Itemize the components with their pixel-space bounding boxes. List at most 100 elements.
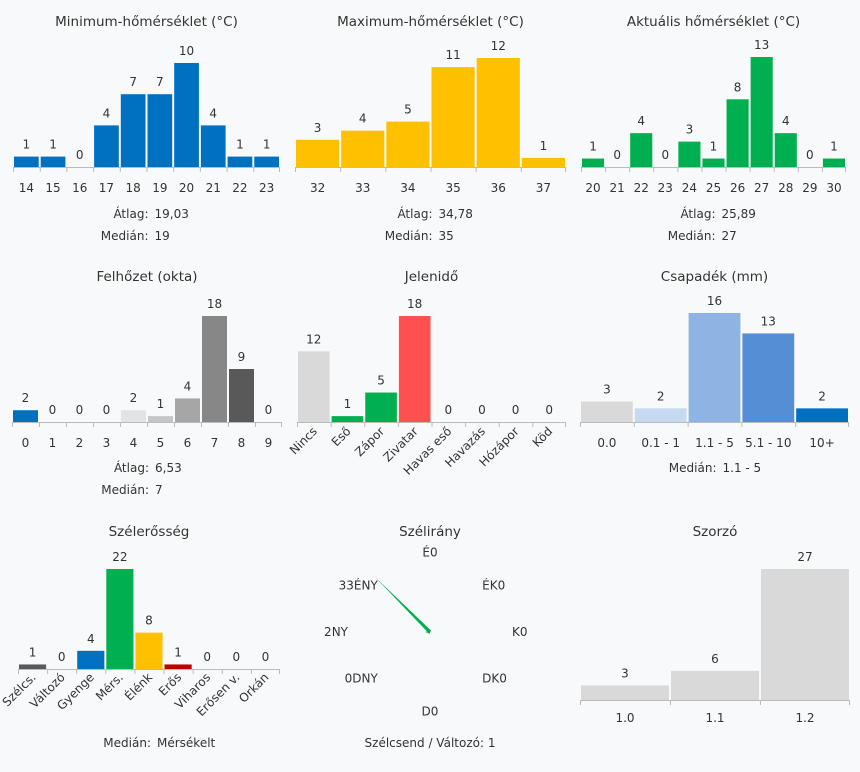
bar bbox=[148, 416, 173, 422]
stat-value: 34,78 bbox=[439, 207, 473, 221]
data-label: 0 bbox=[76, 148, 84, 162]
bar bbox=[634, 408, 687, 422]
chart-title: Szorzó bbox=[693, 524, 738, 540]
tick-label: 6 bbox=[184, 436, 192, 450]
data-label: 9 bbox=[238, 350, 246, 364]
tick-label: 2 bbox=[76, 436, 84, 450]
tick-label: Köd bbox=[530, 424, 556, 450]
data-label: 1 bbox=[830, 140, 838, 154]
bar bbox=[688, 313, 741, 422]
tick-label: 18 bbox=[126, 181, 141, 195]
chart-title: Felhőzet (okta) bbox=[96, 269, 197, 285]
chart-title: Aktuális hőmérséklet (°C) bbox=[627, 14, 800, 30]
bar bbox=[227, 156, 253, 167]
bar bbox=[702, 158, 725, 167]
bar bbox=[386, 121, 430, 167]
direction-name: D bbox=[422, 705, 431, 719]
data-label: 8 bbox=[734, 80, 742, 94]
data-label: 1 bbox=[710, 140, 718, 154]
tick-label: Nincs bbox=[287, 424, 320, 457]
stat-label: Medián: bbox=[101, 483, 149, 497]
data-label: 4 bbox=[359, 112, 367, 126]
tick-label: 5.1 - 10 bbox=[745, 436, 791, 450]
bar bbox=[106, 569, 134, 669]
tick-label: 22 bbox=[634, 181, 649, 195]
tick-label: 1.0 bbox=[615, 711, 634, 725]
tick-label: Eső bbox=[329, 424, 354, 449]
chart-title: Jelenidő bbox=[404, 269, 458, 285]
data-label: 4 bbox=[184, 379, 192, 393]
bar bbox=[750, 57, 773, 167]
bar bbox=[135, 632, 163, 669]
data-label: 18 bbox=[407, 297, 422, 311]
data-label: 0 bbox=[103, 403, 111, 417]
direction-name: DNY bbox=[352, 671, 378, 685]
bar bbox=[398, 316, 431, 422]
bar bbox=[19, 664, 47, 669]
chart-1: Maximum-hőmérséklet (°C) 3 32 4 33 5 34 11 35 12 3… bbox=[295, 14, 566, 243]
bar bbox=[341, 130, 385, 167]
data-label: 1 bbox=[49, 138, 57, 152]
data-label: 1 bbox=[589, 140, 597, 154]
data-label: 1 bbox=[174, 645, 182, 659]
chart-7: SzélirányÉ0ÉK0K0DK0D00DNY2NY33ÉNYSzélcse… bbox=[324, 524, 527, 750]
stat-value: 19 bbox=[155, 229, 170, 243]
chart-3: Felhőzet (okta) 2 0 0 1 0 2 0 3 2 4 1 5 4 6 18 7 9 8 0 9 Átla… bbox=[12, 269, 282, 497]
data-label: 0 bbox=[76, 403, 84, 417]
tick-label: 0.1 - 1 bbox=[641, 436, 680, 450]
data-label: 2 bbox=[130, 391, 138, 405]
stat-label: Átlag: bbox=[680, 206, 715, 221]
data-label: 2 bbox=[657, 389, 665, 403]
data-label: 0 bbox=[262, 650, 270, 664]
bar bbox=[726, 99, 749, 167]
data-label: 7 bbox=[129, 75, 137, 89]
bar bbox=[365, 392, 397, 422]
bar bbox=[254, 156, 279, 167]
tick-label: 10+ bbox=[809, 436, 834, 450]
stat-value: 6,53 bbox=[155, 461, 182, 475]
bar bbox=[331, 416, 364, 422]
chart-4: Jelenidő12Nincs1Eső5Zápor18Zivatar0Havas… bbox=[287, 269, 566, 478]
bar bbox=[822, 158, 845, 167]
data-label: 5 bbox=[404, 103, 412, 117]
data-label: 16 bbox=[707, 294, 722, 308]
bar bbox=[164, 664, 192, 669]
direction-label: 0DNY bbox=[345, 671, 379, 685]
bar bbox=[774, 133, 797, 167]
tick-label: 14 bbox=[19, 181, 34, 195]
stat-label: Medián: bbox=[103, 736, 151, 750]
tick-label: 24 bbox=[682, 181, 697, 195]
stat-value: 19,03 bbox=[155, 207, 189, 221]
data-label: 0 bbox=[545, 403, 553, 417]
bar bbox=[761, 569, 849, 700]
data-label: 5 bbox=[377, 374, 385, 388]
tick-label: 35 bbox=[445, 181, 460, 195]
tick-label: Élénk bbox=[121, 669, 155, 703]
data-label: 2 bbox=[818, 389, 826, 403]
tick-label: 9 bbox=[265, 436, 273, 450]
bar bbox=[175, 398, 200, 422]
direction-label: ÉK0 bbox=[482, 578, 505, 593]
tick-label: 20 bbox=[179, 181, 194, 195]
data-label: 13 bbox=[754, 38, 769, 52]
direction-count: 0 bbox=[345, 671, 353, 685]
data-label: 3 bbox=[621, 666, 629, 680]
stat-label: Medián: bbox=[385, 229, 433, 243]
tick-label: 33 bbox=[355, 181, 370, 195]
tick-label: 1 bbox=[49, 436, 57, 450]
bar bbox=[200, 125, 226, 167]
bar bbox=[476, 58, 520, 167]
data-label: 0 bbox=[444, 403, 452, 417]
data-label: 22 bbox=[112, 550, 127, 564]
tick-label: 0.0 bbox=[597, 436, 616, 450]
bar bbox=[630, 133, 653, 167]
direction-count: 0 bbox=[498, 579, 506, 593]
stat-value: Mérsékelt bbox=[157, 736, 216, 750]
tick-label: 1.2 bbox=[795, 711, 814, 725]
tick-label: 16 bbox=[72, 181, 87, 195]
data-label: 8 bbox=[145, 614, 153, 628]
bar bbox=[121, 410, 146, 422]
direction-count: 0 bbox=[520, 625, 528, 639]
bar bbox=[678, 141, 701, 167]
